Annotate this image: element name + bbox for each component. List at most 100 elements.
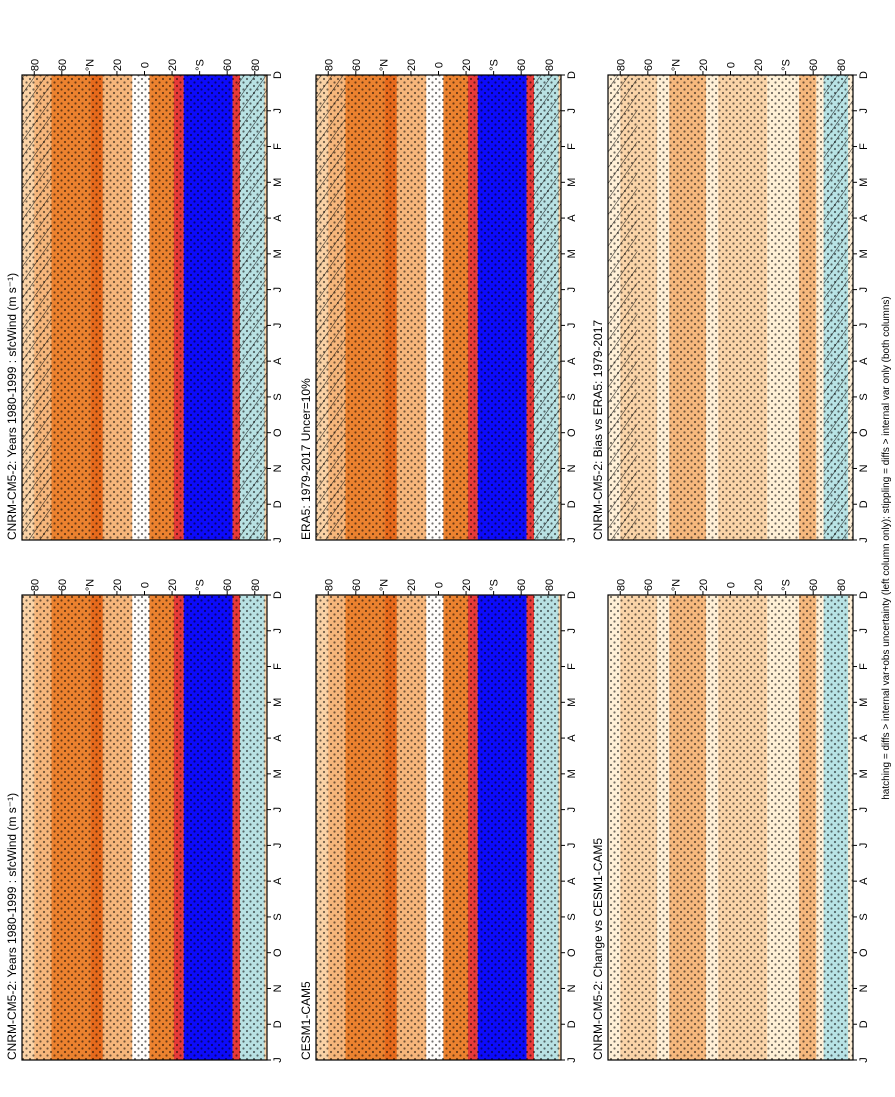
lat-tick-label: °N [84,59,96,71]
month-tick-label: N [272,464,284,472]
month-tick-label: J [858,628,870,634]
month-tick-label: J [566,108,578,114]
month-tick-label: M [272,178,284,187]
month-tick-label: J [566,843,578,849]
lat-tick-label: 60 [808,579,820,591]
stippling-overlay [22,595,267,1060]
hatching-overlay [531,75,561,540]
month-tick-label: J [272,1057,284,1063]
month-tick-label: N [566,464,578,472]
month-tick-label: M [858,698,870,707]
month-tick-label: F [566,663,578,670]
month-tick-label: D [566,1020,578,1028]
month-tick-label: F [272,663,284,670]
month-tick-label: N [566,984,578,992]
stippling-overlay [608,595,853,1060]
month-tick-label: J [858,287,870,293]
lat-tick-label: 60 [222,579,234,591]
month-tick-label: J [566,287,578,293]
lat-tick-label: 20 [112,579,124,591]
month-tick-label: M [272,769,284,778]
month-tick-label: J [272,628,284,634]
month-tick-label: A [566,877,578,885]
month-tick-label: M [566,769,578,778]
lat-tick-label: °S [781,59,793,71]
lat-tick-label: 60 [351,59,363,71]
stippling-overlay [316,595,561,1060]
lat-tick-label: °S [195,59,207,71]
month-tick-label: A [858,734,870,742]
month-tick-label: D [272,1020,284,1028]
lat-tick-label: 80 [544,59,556,71]
panel-p4: D J F M A M J J A S O N D J 80 60 °N 20 0 20 °S 60 80 CESM1-CAM… [299,579,578,1063]
lat-tick-label: 80 [29,579,41,591]
lat-tick-label: °N [670,579,682,591]
month-tick-label: M [566,698,578,707]
lat-tick-label: °S [489,579,501,591]
lat-tick-label: 20 [167,579,179,591]
month-tick-label: J [272,807,284,813]
stippling-overlay [316,75,561,540]
month-tick-label: D [858,500,870,508]
lat-tick-label: 0 [726,62,738,68]
month-tick-label: J [566,537,578,543]
lat-tick-label: 60 [808,59,820,71]
month-tick-label: M [272,698,284,707]
stippling-overlay [22,75,267,540]
lat-tick-label: 0 [726,582,738,588]
lat-tick-label: 80 [250,59,262,71]
month-tick-label: D [858,71,870,79]
lat-tick-label: 60 [57,579,69,591]
month-tick-label: F [566,143,578,150]
lat-tick-label: 20 [167,59,179,71]
month-tick-label: J [566,1057,578,1063]
lat-tick-label: 0 [140,582,152,588]
lat-tick-label: 80 [323,579,335,591]
panel-title: CNRM-CM5-2: Bias vs ERA5: 1979-2017 [591,320,605,540]
lat-tick-label: °S [195,579,207,591]
lat-tick-label: 80 [836,579,848,591]
panel-p5: D J F M A M J J A S O N D J 80 60 °N 20 0 20 °S 60 80 CNRM-CM5-… [591,59,870,543]
month-tick-label: F [858,663,870,670]
lat-tick-label: 20 [698,579,710,591]
lat-tick-label: 80 [250,579,262,591]
month-tick-label: J [858,537,870,543]
lat-tick-label: °N [378,579,390,591]
panel-p6: D J F M A M J J A S O N D J 80 60 °N 20 0 20 °S 60 80 CNRM-CM5-… [591,579,870,1063]
month-tick-label: M [858,249,870,258]
month-tick-label: A [272,357,284,365]
month-tick-label: J [566,323,578,329]
month-tick-label: A [858,357,870,365]
lat-tick-label: 80 [836,59,848,71]
month-tick-label: J [858,843,870,849]
month-tick-label: J [272,323,284,329]
month-tick-label: A [272,214,284,222]
month-tick-label: J [272,287,284,293]
month-tick-label: J [272,843,284,849]
lat-tick-label: 0 [434,62,446,68]
month-tick-label: D [272,591,284,599]
lat-tick-label: 0 [434,582,446,588]
lat-tick-label: 20 [112,59,124,71]
month-tick-label: S [272,913,284,920]
month-tick-label: N [272,984,284,992]
hatching-overlay [237,75,267,540]
lat-tick-label: 80 [615,579,627,591]
panel-title: CESM1-CAM5 [299,981,313,1060]
month-tick-label: D [272,500,284,508]
lat-tick-label: 20 [698,59,710,71]
panel-p1: D J F M A M J J A S O N D J 80 60 °N 20 0 20 °S 60 80 CNRM-CM5-… [5,59,284,543]
month-tick-label: N [858,464,870,472]
lat-tick-label: 0 [140,62,152,68]
month-tick-label: J [858,1057,870,1063]
panel-title: ERA5: 1979-2017 Uncer=10% [299,378,313,540]
month-tick-label: F [858,143,870,150]
month-tick-label: J [566,628,578,634]
lat-tick-label: 60 [516,59,528,71]
month-tick-label: J [272,108,284,114]
month-tick-label: O [566,428,578,437]
month-tick-label: A [566,734,578,742]
lat-tick-label: °S [489,59,501,71]
month-tick-label: M [566,178,578,187]
month-tick-label: J [858,323,870,329]
